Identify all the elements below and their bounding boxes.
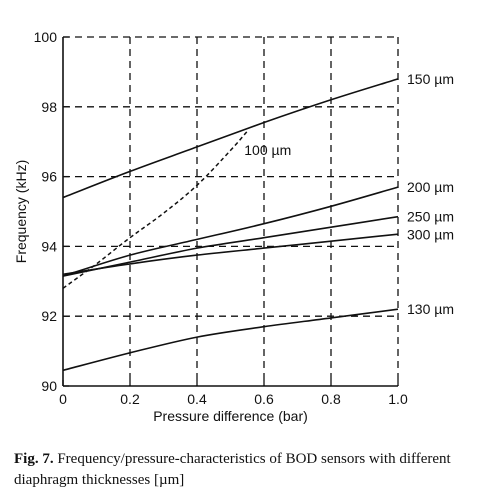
series-line-100m bbox=[63, 131, 247, 288]
caption-text: Frequency/pressure-characteristics of BO… bbox=[14, 451, 451, 488]
grid bbox=[63, 37, 398, 386]
x-tick-label: 0.4 bbox=[187, 391, 207, 407]
series-label-100m: 100 µm bbox=[244, 142, 291, 158]
x-tick-label: 0.6 bbox=[254, 391, 274, 407]
x-tick-label: 0.2 bbox=[120, 391, 140, 407]
series-lines bbox=[63, 79, 398, 370]
y-tick-label: 100 bbox=[34, 29, 58, 45]
x-axis-title: Pressure difference (bar) bbox=[153, 408, 308, 424]
series-line-200m bbox=[63, 187, 398, 276]
tick-labels: 0 0.2 0.4 0.6 0.8 1.0 90 92 94 96 98 100 bbox=[34, 29, 408, 407]
x-tick-label: 0.8 bbox=[321, 391, 341, 407]
y-tick-label: 90 bbox=[41, 378, 57, 394]
y-tick-label: 96 bbox=[41, 169, 57, 185]
series-line-150m bbox=[63, 79, 398, 198]
y-tick-label: 92 bbox=[41, 308, 57, 324]
series-line-300m bbox=[63, 234, 398, 274]
x-tick-label: 0 bbox=[59, 391, 67, 407]
series-label-250m: 250 µm bbox=[407, 209, 454, 225]
series-label-200m: 200 µm bbox=[407, 179, 454, 195]
series-label-300m: 300 µm bbox=[407, 227, 454, 243]
caption-label: Fig. 7. bbox=[14, 451, 54, 467]
y-axis-title: Frequency (kHz) bbox=[13, 160, 29, 263]
y-tick-label: 94 bbox=[41, 238, 57, 254]
series-label-150m: 150 µm bbox=[407, 71, 454, 87]
y-tick-label: 98 bbox=[41, 99, 57, 115]
series-label-130m: 130 µm bbox=[407, 301, 454, 317]
series-line-130m bbox=[63, 309, 398, 370]
series-labels: 150 µm 100 µm 200 µm 250 µm 300 µm 130 µm bbox=[244, 71, 454, 317]
chart: 0 0.2 0.4 0.6 0.8 1.0 90 92 94 96 98 100 150 µm 100 … bbox=[0, 0, 504, 445]
figure-caption: Fig. 7. Frequency/pressure-characteristi… bbox=[14, 449, 494, 491]
x-tick-label: 1.0 bbox=[388, 391, 408, 407]
